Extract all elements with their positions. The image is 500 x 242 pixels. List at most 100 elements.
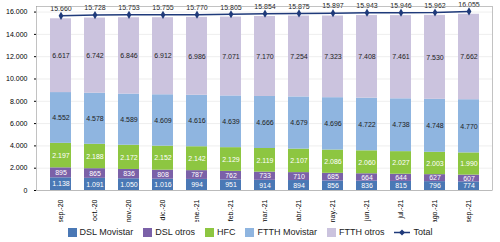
svg-text:4.738: 4.738	[392, 121, 410, 128]
svg-text:856: 856	[327, 182, 339, 189]
svg-text:787: 787	[191, 171, 203, 178]
svg-text:2.003: 2.003	[426, 160, 444, 167]
svg-text:7.254: 7.254	[290, 53, 308, 60]
svg-text:836: 836	[361, 182, 373, 189]
svg-text:2.197: 2.197	[52, 152, 70, 159]
svg-text:2.107: 2.107	[290, 157, 308, 164]
svg-text:6.986: 6.986	[188, 53, 206, 60]
svg-text:15.946: 15.946	[390, 2, 412, 9]
html-text:DSL otros: DSL otros	[155, 227, 195, 237]
svg-text:2.142: 2.142	[188, 155, 206, 162]
svg-text:oct.-20: oct.-20	[91, 199, 98, 221]
svg-text:7.071: 7.071	[222, 53, 240, 60]
svg-text:14.000: 14.000	[6, 31, 28, 38]
svg-text:6.846: 6.846	[120, 52, 138, 59]
svg-text:914: 914	[259, 182, 271, 189]
svg-text:7.461: 7.461	[392, 53, 410, 60]
svg-text:feb.-21: feb.-21	[227, 199, 234, 221]
svg-text:15.728: 15.728	[84, 4, 106, 11]
svg-text:15.897: 15.897	[322, 2, 344, 9]
svg-text:4.679: 4.679	[290, 119, 308, 126]
svg-text:2.086: 2.086	[324, 158, 342, 165]
svg-text:836: 836	[123, 170, 135, 177]
svg-text:nov.-20: nov.-20	[125, 199, 132, 222]
svg-text:15.753: 15.753	[118, 4, 140, 11]
svg-text:jul.-21: jul.-21	[397, 199, 405, 219]
svg-text:7.530: 7.530	[426, 54, 444, 61]
svg-text:815: 815	[395, 182, 407, 189]
svg-text:710: 710	[293, 173, 305, 180]
svg-text:4.589: 4.589	[120, 116, 138, 123]
svg-text:7.170: 7.170	[256, 53, 274, 60]
svg-text:1.990: 1.990	[460, 160, 478, 167]
svg-text:4.000: 4.000	[10, 142, 28, 149]
svg-text:dic.-20: dic.-20	[159, 199, 166, 220]
svg-text:6.742: 6.742	[86, 52, 104, 59]
svg-text:15.943: 15.943	[356, 2, 378, 9]
svg-text:4.696: 4.696	[324, 120, 342, 127]
svg-text:796: 796	[429, 182, 441, 189]
svg-text:15.962: 15.962	[424, 2, 446, 9]
svg-text:1.050: 1.050	[120, 181, 138, 188]
svg-text:762: 762	[225, 172, 237, 179]
svg-text:15.805: 15.805	[220, 3, 242, 10]
svg-text:2.152: 2.152	[154, 154, 172, 161]
svg-text:627: 627	[429, 174, 441, 181]
svg-text:4.770: 4.770	[460, 123, 478, 130]
svg-text:7.408: 7.408	[358, 53, 376, 60]
svg-text:10.000: 10.000	[6, 75, 28, 82]
svg-text:808: 808	[157, 171, 169, 178]
svg-text:644: 644	[395, 174, 407, 181]
svg-text:4.639: 4.639	[222, 118, 240, 125]
svg-text:jun.-21: jun.-21	[363, 199, 371, 222]
svg-text:4.722: 4.722	[358, 121, 376, 128]
html-text:DSL Movistar: DSL Movistar	[79, 227, 134, 237]
svg-text:951: 951	[225, 181, 237, 188]
svg-text:ago.-21: ago.-21	[431, 199, 439, 222]
svg-text:sep.-21: sep.-21	[465, 199, 473, 222]
svg-text:4.748: 4.748	[426, 122, 444, 129]
svg-text:4.552: 4.552	[52, 114, 70, 121]
svg-text:sep.-20: sep.-20	[57, 199, 65, 222]
svg-text:733: 733	[259, 172, 271, 179]
svg-text:2.060: 2.060	[358, 159, 376, 166]
svg-text:ene.-21: ene.-21	[193, 199, 200, 222]
svg-text:2.027: 2.027	[392, 159, 410, 166]
svg-text:7.662: 7.662	[460, 53, 478, 60]
svg-text:2.188: 2.188	[86, 153, 104, 160]
html-text:HFC: HFC	[216, 227, 236, 237]
svg-text:0: 0	[24, 187, 28, 194]
svg-text:4.609: 4.609	[154, 117, 172, 124]
svg-text:664: 664	[361, 174, 373, 181]
svg-text:865: 865	[89, 170, 101, 177]
svg-text:12.000: 12.000	[6, 53, 28, 60]
svg-text:994: 994	[191, 181, 203, 188]
svg-text:6.000: 6.000	[10, 120, 28, 127]
svg-text:6.617: 6.617	[52, 52, 70, 59]
svg-text:1.091: 1.091	[86, 181, 104, 188]
svg-text:2.119: 2.119	[257, 157, 274, 164]
svg-text:6.912: 6.912	[154, 52, 172, 59]
svg-text:895: 895	[55, 169, 67, 176]
svg-text:abr.-21: abr.-21	[295, 199, 302, 221]
svg-text:774: 774	[463, 182, 475, 189]
svg-text:4.666: 4.666	[256, 119, 274, 126]
svg-text:15.660: 15.660	[50, 5, 72, 12]
svg-text:7.323: 7.323	[324, 53, 342, 60]
svg-text:16.000: 16.000	[6, 8, 28, 15]
svg-text:685: 685	[327, 173, 339, 180]
svg-text:2.129: 2.129	[222, 156, 240, 163]
svg-text:1.016: 1.016	[154, 181, 172, 188]
svg-text:15.770: 15.770	[186, 4, 208, 11]
svg-text:607: 607	[463, 175, 475, 182]
svg-text:1.138: 1.138	[52, 180, 70, 187]
svg-text:2.000: 2.000	[10, 164, 28, 171]
svg-text:2.172: 2.172	[120, 154, 138, 161]
svg-text:4.578: 4.578	[86, 115, 104, 122]
svg-text:894: 894	[293, 182, 305, 189]
svg-text:4.616: 4.616	[188, 117, 206, 124]
svg-text:may.-21: may.-21	[329, 199, 337, 222]
svg-text:8.000: 8.000	[10, 98, 28, 105]
svg-text:mar.-21: mar.-21	[261, 199, 268, 222]
svg-text:15.755: 15.755	[152, 4, 174, 11]
